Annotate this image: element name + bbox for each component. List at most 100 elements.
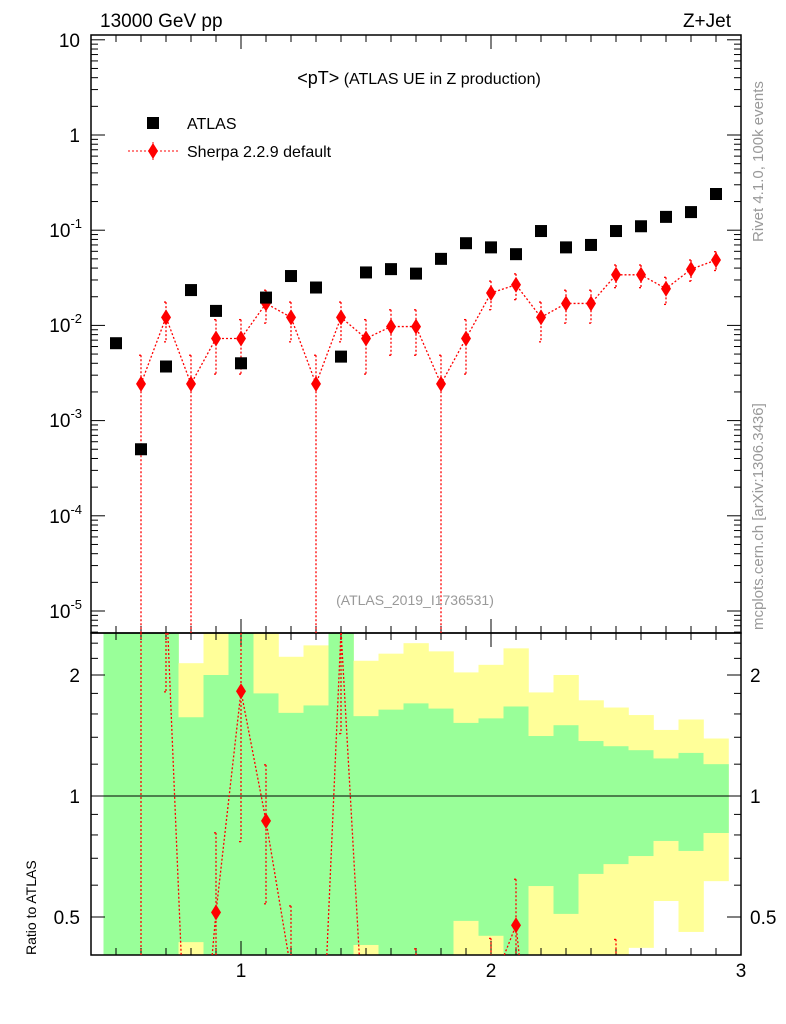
stat-uncertainty-band [528, 736, 554, 887]
sherpa-ratio-line-segment [503, 925, 517, 956]
atlas-point [235, 357, 247, 370]
atlas-point [285, 270, 297, 283]
atlas-point [360, 266, 372, 279]
x-tick-label-2: 2 [486, 961, 497, 982]
atlas-point [460, 237, 472, 250]
sherpa-point [436, 375, 446, 392]
ratio-tick-label-right-0.5: 0.5 [750, 908, 776, 929]
sherpa-point [636, 266, 646, 283]
tick-exponent: -1 [70, 216, 82, 231]
legend-atlas-marker [147, 117, 159, 129]
sherpa-point [611, 266, 621, 283]
sherpa-point [711, 252, 721, 269]
sherpa-point [361, 330, 371, 347]
atlas-point [535, 225, 547, 238]
sherpa-ratio-point [261, 812, 271, 829]
plot-title: <pT> (ATLAS UE in Z production) [297, 68, 541, 88]
sherpa-point [536, 309, 546, 326]
tick-labels: 10 1 10-1 10-2 10-3 10-4 10-5 1 2 3 0.5 … [49, 31, 776, 982]
sherpa-point [561, 295, 571, 312]
y-tick-label-10: 10 [59, 31, 80, 52]
sherpa-point [386, 318, 396, 335]
sherpa-point [686, 261, 696, 278]
sherpa-point [511, 276, 521, 293]
legend-atlas-label: ATLAS [187, 116, 237, 133]
tick-exponent: -3 [70, 406, 82, 421]
sherpa-ratio-point [211, 904, 221, 921]
atlas-point [635, 220, 647, 233]
sherpa-point [236, 330, 246, 347]
stat-uncertainty-band [428, 708, 454, 955]
sherpa-point [161, 309, 171, 326]
legend-sherpa-marker [148, 143, 158, 159]
sherpa-ratio-line-segment [211, 912, 217, 956]
y-tick-label-1: 1 [69, 126, 80, 147]
ratio-tick-label-left-2: 2 [69, 666, 80, 687]
legend-sherpa-label: Sherpa 2.2.9 default [187, 144, 332, 161]
stat-uncertainty-band [653, 758, 679, 841]
sherpa-ratio-line-segment [326, 632, 342, 956]
y-tick-label-1e-5: 10-5 [49, 597, 82, 623]
atlas-point [110, 337, 122, 350]
atlas-point [710, 188, 722, 201]
sherpa-point [486, 284, 496, 301]
ratio-tick-label-left-0.5: 0.5 [54, 908, 80, 929]
stat-uncertainty-band [178, 717, 204, 943]
sherpa-ratio-line-segment [340, 632, 360, 956]
sherpa-ratio-line-segment [265, 820, 290, 956]
ratio-marks [140, 632, 618, 956]
atlas-point [660, 210, 672, 223]
atlas-point [485, 241, 497, 254]
stat-uncertainty-band [578, 741, 604, 874]
ratio-bands [103, 633, 729, 955]
sherpa-point [186, 375, 196, 392]
sherpa-point [411, 318, 421, 335]
tick-base: 10 [49, 316, 70, 337]
stat-uncertainty-band [678, 752, 704, 851]
atlas-point [310, 281, 322, 294]
atlas-point [585, 238, 597, 251]
ratio-ylabel: Ratio to ATLAS [23, 860, 39, 955]
atlas-point [410, 267, 422, 280]
atlas-point [160, 360, 172, 373]
atlas-point [210, 304, 222, 317]
atlas-point [385, 263, 397, 276]
stat-uncertainty-band [603, 746, 629, 865]
tick-exponent: -4 [70, 502, 82, 517]
stat-uncertainty-band [478, 718, 504, 936]
atlas-point [510, 248, 522, 261]
ratio-tick-label-right-2: 2 [750, 666, 761, 687]
title-main: <pT> [297, 68, 339, 88]
atlas-point [685, 206, 697, 219]
stat-uncertainty-band [303, 705, 329, 955]
stat-uncertainty-band [453, 722, 479, 921]
sherpa-point [286, 309, 296, 326]
atlas-point [610, 225, 622, 238]
energy-label: 13000 GeV pp [100, 11, 223, 32]
sherpa-ratio-point [236, 683, 246, 700]
tick-base: 10 [49, 411, 70, 432]
stat-uncertainty-band [628, 750, 654, 857]
y-tick-label-1e-2: 10-2 [49, 311, 82, 337]
sherpa-point [461, 330, 471, 347]
y-tick-label-1e-1: 10-1 [49, 216, 82, 242]
analysis-id: (ATLAS_2019_I1736531) [336, 592, 494, 608]
stat-uncertainty-band [378, 709, 404, 955]
stat-uncertainty-band [703, 764, 729, 834]
sherpa-ratio-line-segment [167, 632, 182, 956]
sherpa-point [661, 280, 671, 297]
y-tick-label-1e-3: 10-3 [49, 406, 82, 432]
x-tick-label-3: 3 [736, 961, 747, 982]
tick-base: 10 [49, 507, 70, 528]
sherpa-point [311, 375, 321, 392]
atlas-point [560, 241, 572, 254]
tick-exponent: -5 [70, 597, 82, 612]
tick-base: 10 [49, 221, 70, 242]
sherpa-point [211, 330, 221, 347]
atlas-point [260, 291, 272, 304]
tick-exponent: -2 [70, 311, 82, 326]
atlas-point [435, 252, 447, 265]
ratio-frame [90, 632, 742, 956]
y-tick-label-1e-4: 10-4 [49, 502, 82, 528]
